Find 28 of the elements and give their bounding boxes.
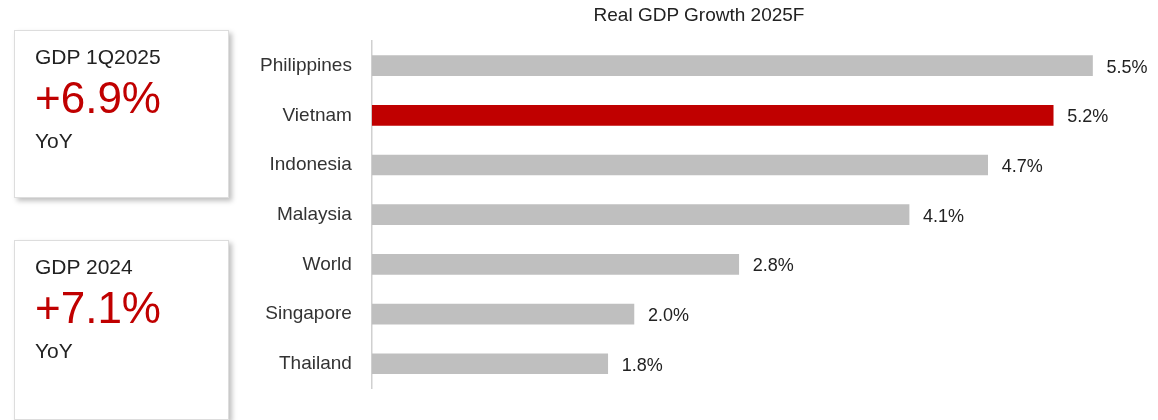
text: GDP 1Q2025	[35, 45, 162, 69]
y-tick-label: Vietnam	[282, 103, 352, 125]
y-tick-label: Indonesia	[269, 153, 353, 175]
y-tick-label: World	[302, 252, 352, 274]
data-label: 5.2%	[1067, 106, 1109, 127]
bar	[371, 303, 635, 325]
bar	[371, 154, 989, 176]
text: +6.9%	[35, 73, 162, 123]
y-tick-label: Philippines	[259, 53, 352, 75]
data-label: 2.0%	[647, 305, 689, 326]
y-tick-label: Thailand	[279, 351, 352, 373]
bar	[371, 353, 609, 375]
bar	[371, 254, 740, 275]
data-label: 4.7%	[1001, 155, 1043, 176]
y-tick-label: Singapore	[265, 302, 352, 324]
bar	[371, 204, 910, 226]
data-label: 4.1%	[923, 205, 965, 226]
data-label: 5.5%	[1106, 56, 1148, 77]
bar	[371, 55, 1093, 76]
text: +7.1%	[35, 283, 162, 333]
text: GDP 2024	[35, 255, 134, 279]
data-label: 1.8%	[621, 354, 663, 375]
data-label: 2.8%	[752, 255, 794, 276]
text: YoY	[35, 339, 74, 363]
chart-title: Real GDP Growth 2025F	[593, 3, 805, 25]
text: YoY	[35, 129, 74, 153]
bar	[371, 105, 1054, 126]
y-tick-label: Malaysia	[276, 202, 353, 224]
